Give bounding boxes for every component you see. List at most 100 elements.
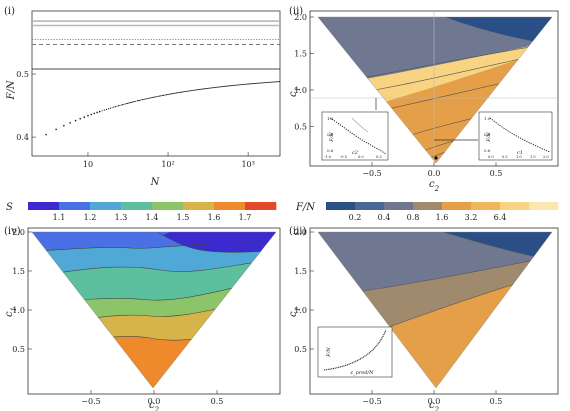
- swatch-2: [90, 202, 122, 210]
- data-point-11: [98, 110, 101, 113]
- data-point-81: [169, 93, 171, 95]
- data-point-1: [55, 128, 57, 131]
- data-point-56: [144, 98, 146, 100]
- data-point-162: [249, 83, 251, 85]
- panel-iii-domain-edge: [317, 231, 553, 389]
- panel-label-iv: (iv): [4, 226, 21, 237]
- data-point-55: [144, 98, 146, 100]
- data-point-154: [241, 84, 243, 86]
- tick-label-0: 1.1: [53, 213, 66, 222]
- tick-label-4: 1.5: [177, 213, 190, 222]
- data-point-182: [268, 81, 270, 83]
- data-point-90: [178, 92, 180, 94]
- panel-i-chart: (i) 10 10² 10³ 0.4 0.5 N F/N: [4, 6, 281, 188]
- data-point-146: [233, 84, 235, 86]
- data-point-108: [196, 89, 198, 91]
- data-point-159: [246, 83, 248, 85]
- data-point-48: [137, 100, 139, 102]
- data-point-177: [263, 82, 265, 84]
- data-point-5: [79, 118, 81, 120]
- data-point-152: [239, 84, 241, 86]
- data-point-111: [199, 89, 200, 90]
- data-point-140: [227, 85, 229, 87]
- panel-iii-ylabel: c1: [288, 307, 302, 317]
- data-point-73: [161, 95, 163, 96]
- data-point-122: [209, 87, 211, 89]
- data-point-31: [120, 104, 122, 106]
- data-point-106: [194, 89, 196, 91]
- inset-left-ytick-2: 0.6: [327, 148, 334, 153]
- data-point-6: [83, 116, 86, 118]
- data-point-188: [274, 81, 276, 83]
- x-tick-label-1: 0.0: [428, 169, 441, 178]
- panel-i-ylabel: F/N: [6, 79, 17, 100]
- data-point-123: [210, 87, 212, 89]
- data-point-149: [236, 84, 238, 86]
- data-point-43: [132, 101, 133, 103]
- data-point-118: [205, 88, 207, 90]
- panel-iv-domain-edge: [31, 231, 277, 389]
- panel-iv-contour-fill: [32, 232, 276, 388]
- data-point-70: [158, 95, 160, 97]
- swatch-1: [355, 202, 385, 210]
- data-point-97: [185, 91, 187, 92]
- data-point-62: [150, 97, 152, 99]
- swatch-7: [529, 202, 559, 210]
- x-tick-label-1: 10²: [161, 160, 174, 169]
- inset-right-xtick-4: 2.0: [543, 155, 549, 159]
- data-point-179: [265, 82, 267, 84]
- data-point-192: [278, 81, 280, 83]
- colorbar-FN-symbol: F/N: [295, 202, 316, 213]
- swatch-4: [152, 202, 184, 210]
- data-point-174: [260, 82, 262, 84]
- data-point-72: [160, 95, 162, 97]
- data-point-156: [243, 83, 245, 85]
- data-point-88: [176, 92, 178, 94]
- data-point-178: [264, 82, 266, 84]
- data-point-82: [170, 93, 172, 95]
- data-point-114: [202, 88, 203, 90]
- data-point-49: [138, 100, 140, 102]
- panel-iv-xlabel: c2: [149, 400, 160, 411]
- data-point-26: [114, 106, 116, 108]
- data-point-50: [139, 99, 140, 101]
- inset-iii-xlabel: ε_pred/N: [351, 370, 375, 376]
- x-tick-label-2: 10³: [241, 160, 254, 169]
- data-point-42: [131, 101, 132, 103]
- inset-left-xtick-0: -1.0: [324, 155, 332, 159]
- inset-right-frame: [478, 111, 553, 161]
- data-point-112: [200, 88, 201, 90]
- y-tick-label-1: 1.0: [12, 306, 25, 315]
- panel-ii-x-axis: −0.5 0.0 0.5: [362, 162, 502, 178]
- tick-label-1: 1.2: [84, 213, 97, 222]
- data-point-157: [244, 83, 246, 85]
- data-point-158: [245, 83, 247, 85]
- colorbar-S-ticks: 1.1 1.2 1.3 1.4 1.5 1.6 1.7: [53, 213, 252, 222]
- data-point-133: [220, 86, 222, 88]
- x-tick-label-0: −0.5: [362, 169, 381, 178]
- data-point-110: [198, 89, 199, 91]
- panel-ii-y-axis: 0.5 1.0 1.5 2.0: [294, 13, 314, 132]
- data-point-165: [252, 83, 253, 85]
- swatch-3: [413, 202, 443, 210]
- panel-label-i: (i): [4, 6, 15, 17]
- data-point-161: [248, 83, 250, 85]
- inset-left-ref-curve: [351, 117, 369, 133]
- data-point-19: [107, 108, 109, 110]
- panel-iv-ylabel: c1: [4, 307, 18, 317]
- tick-label-3: 1.4: [146, 213, 159, 222]
- panel-ii-chart: (ii): [288, 6, 559, 193]
- data-point-61: [149, 97, 151, 99]
- data-point-142: [229, 85, 231, 87]
- data-point-119: [206, 87, 208, 89]
- data-point-170: [256, 82, 258, 84]
- data-point-183: [269, 81, 271, 83]
- panel-i-reference-lines: [32, 20, 280, 70]
- data-point-60: [149, 97, 151, 99]
- inset-left-frame: [321, 111, 389, 161]
- inset-right-ytick-2: 0.6: [484, 148, 491, 153]
- data-point-131: [218, 86, 220, 88]
- inset-right-xtick-2: 1.0: [516, 155, 522, 159]
- panel-iii-y-axis: 0.5 1.0 1.5 2.0: [294, 228, 314, 354]
